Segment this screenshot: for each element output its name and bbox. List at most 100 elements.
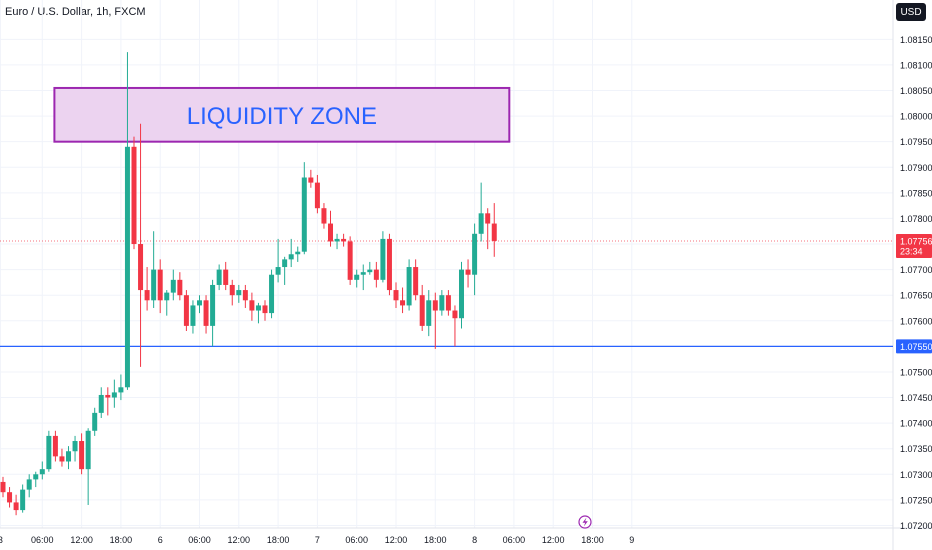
price-tick-label: 1.07650: [900, 291, 932, 301]
candle-body: [373, 269, 379, 280]
candle-body: [262, 305, 268, 314]
support-price-tag: [896, 339, 932, 354]
candle-body: [341, 238, 347, 242]
candle-body: [255, 305, 261, 311]
candle: [314, 174, 320, 214]
candle: [321, 203, 327, 229]
candle: [301, 162, 307, 255]
candle: [170, 269, 176, 301]
price-tick-label: 1.07350: [900, 444, 932, 454]
candle-body: [105, 394, 111, 398]
candle-body: [478, 213, 484, 234]
candle-body: [275, 267, 281, 275]
candle: [472, 223, 478, 296]
candle: [203, 295, 209, 334]
price-tick-label: 1.07950: [900, 137, 932, 147]
price-tick-label: 1.08000: [900, 112, 932, 122]
candle-body: [157, 269, 163, 301]
currency-button[interactable]: USD: [896, 3, 926, 21]
price-tick-label: 1.07450: [900, 393, 932, 403]
candle: [328, 210, 333, 247]
candle: [59, 448, 65, 467]
candle-body: [472, 233, 478, 275]
candle: [465, 259, 471, 288]
candle-body: [0, 481, 6, 493]
candle-body: [131, 146, 137, 245]
candle: [426, 290, 432, 337]
candle: [308, 169, 314, 188]
candle-body: [406, 267, 412, 306]
time-tick-label: 8: [472, 535, 477, 545]
support-price-label: 1.07550: [900, 342, 932, 352]
candle: [236, 284, 242, 303]
candle: [406, 259, 412, 311]
candle-body: [216, 269, 222, 285]
candle: [197, 295, 202, 314]
candle: [380, 231, 386, 283]
candle-body: [111, 392, 117, 398]
candle: [445, 290, 451, 316]
candle: [138, 123, 144, 367]
candle: [360, 264, 366, 291]
candle-body: [124, 146, 130, 388]
candle: [400, 287, 406, 314]
candle: [118, 374, 124, 401]
candle-body: [360, 272, 366, 275]
candle-body: [465, 269, 471, 275]
liquidity-zone-box: [53, 86, 511, 143]
candle-body: [210, 284, 216, 326]
candles: [0, 52, 497, 516]
candle: [275, 238, 281, 283]
candle: [334, 233, 340, 250]
candle-body: [177, 279, 183, 296]
candle-body: [354, 274, 360, 280]
candle: [262, 300, 268, 321]
candle-body: [400, 300, 406, 306]
candle: [373, 261, 379, 288]
candle-body: [347, 241, 353, 280]
time-tick-label: 18:00: [581, 535, 604, 545]
candle: [295, 246, 301, 262]
time-tick-label: 7: [315, 535, 320, 545]
candle-body: [138, 244, 144, 291]
price-tick-label: 1.07300: [900, 470, 932, 480]
candle: [190, 300, 196, 334]
candle: [249, 292, 255, 321]
candle: [432, 292, 438, 349]
candle-body: [380, 238, 386, 280]
candle: [98, 387, 104, 418]
candle-body: [282, 259, 288, 268]
candle-body: [328, 223, 333, 242]
candle-body: [491, 223, 497, 241]
price-tick-label: 1.07500: [900, 367, 932, 377]
candle: [393, 282, 399, 308]
countdown-label: 23:34: [900, 246, 923, 256]
candle: [151, 231, 157, 308]
candle-body: [445, 295, 451, 311]
candle: [439, 290, 445, 316]
candle: [92, 407, 98, 436]
candle-body: [236, 290, 242, 296]
time-tick-label: 06:00: [345, 535, 368, 545]
candle-body: [249, 300, 255, 311]
candle: [269, 269, 275, 319]
candle: [7, 487, 13, 508]
candle-body: [269, 274, 275, 314]
price-tick-label: 1.07800: [900, 214, 932, 224]
candle: [216, 264, 222, 291]
candle: [46, 430, 52, 472]
candle-body: [7, 492, 13, 503]
candle: [72, 435, 78, 462]
liquidity-zone-label: LIQUIDITY ZONE: [187, 103, 377, 130]
candle-body: [242, 290, 248, 301]
candle: [367, 261, 373, 275]
candle-body: [59, 456, 65, 462]
candle-body: [367, 269, 373, 273]
candle-body: [393, 290, 399, 301]
candle: [131, 136, 137, 250]
time-axis: 3 06:00 12:00 18:00 6 06:00 12:00 18:00 7 06:00 12…: [0, 535, 634, 545]
candle-body: [413, 267, 419, 296]
candle: [282, 256, 288, 285]
